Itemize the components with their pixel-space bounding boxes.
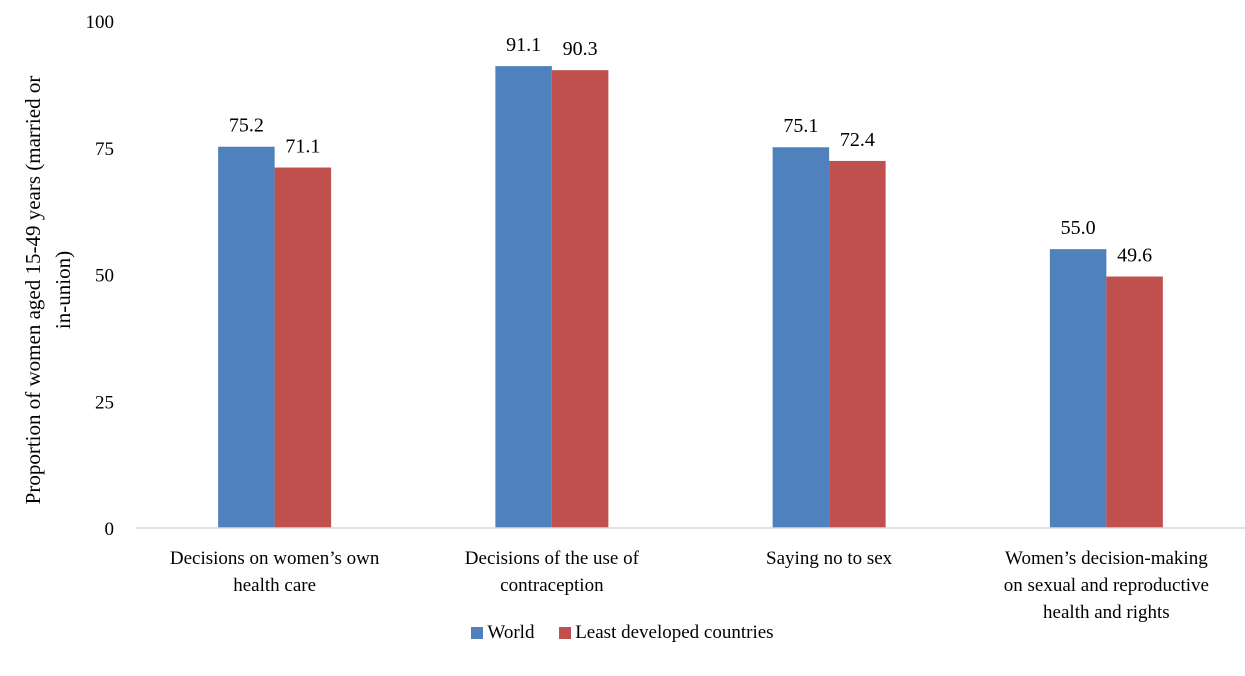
legend-label-world: World (487, 622, 535, 643)
bar-least-developed-countries-1 (274, 167, 332, 528)
legend-item-least-developed-countries: Least developed countries (559, 622, 774, 644)
bar-world-4 (1049, 249, 1107, 528)
x-category-label-3-line-1: Saying no to sex (766, 548, 893, 569)
data-labels: 75.2 71.1 91.1 90.3 75.1 72.4 55.0 49.6 (229, 34, 1152, 266)
x-category-label-4: Women’s decision-making on sexual and rep… (1004, 548, 1209, 623)
x-category-label-4-line-1: Women’s decision-making (1005, 548, 1208, 569)
x-axis-category-labels: Decisions on women’s own health careDecis… (170, 548, 1209, 623)
bar-least-developed-countries-4 (1106, 276, 1163, 528)
y-tick-label-0: 0 (105, 519, 115, 540)
data-label-least-developed-countries-3: 72.4 (840, 129, 875, 151)
data-label-least-developed-countries-1: 71.1 (285, 136, 320, 158)
x-category-label-3: Saying no to sex (766, 548, 893, 569)
bar-world-1 (218, 146, 275, 528)
legend: World Least developed countries (0, 622, 1245, 645)
bar-least-developed-countries-3 (829, 160, 886, 528)
x-category-label-2-line-1: Decisions of the use of (465, 548, 640, 569)
legend-label-least-developed-countries: Least developed countries (575, 622, 774, 643)
bars (218, 66, 1163, 529)
x-category-label-1-line-1: Decisions on women’s own (170, 548, 380, 569)
y-axis-title-text: Proportion of women aged 15-49 years (ma… (21, 76, 75, 505)
y-axis-title-line-1: Proportion of women aged 15-49 years (ma… (21, 76, 45, 505)
data-label-least-developed-countries-2: 90.3 (563, 38, 598, 60)
bar-world-3 (772, 147, 830, 529)
y-axis-title: Proportion of women aged 15-49 years (ma… (21, 76, 75, 505)
y-axis-ticks: 0 25 50 75 100 (86, 12, 115, 540)
data-label-world-1: 75.2 (229, 115, 264, 137)
y-tick-label-25: 25 (95, 392, 114, 413)
y-tick-label-100: 100 (86, 12, 115, 33)
x-category-label-1-line-2: health care (233, 575, 316, 596)
x-category-label-2-line-2: contraception (500, 575, 604, 596)
x-category-label-1: Decisions on women’s own health care (170, 548, 380, 596)
legend-item-world: World (471, 622, 534, 644)
x-category-label-4-line-3: health and rights (1043, 602, 1170, 623)
data-label-world-4: 55.0 (1061, 217, 1096, 239)
legend-swatch-least-developed-countries (559, 627, 572, 639)
legend-swatch-world (471, 627, 484, 639)
y-axis-title-line-2: in-union) (51, 251, 75, 329)
x-category-label-2: Decisions of the use of contraception (465, 548, 640, 596)
x-category-label-4-line-2: on sexual and reproductive (1004, 575, 1209, 596)
data-label-world-3: 75.1 (783, 115, 818, 137)
data-label-world-2: 91.1 (506, 34, 541, 56)
bar-world-2 (495, 66, 552, 529)
bar-least-developed-countries-2 (551, 70, 609, 528)
data-label-least-developed-countries-4: 49.6 (1117, 245, 1152, 267)
y-tick-label-50: 50 (95, 266, 114, 287)
y-tick-label-75: 75 (95, 139, 114, 160)
